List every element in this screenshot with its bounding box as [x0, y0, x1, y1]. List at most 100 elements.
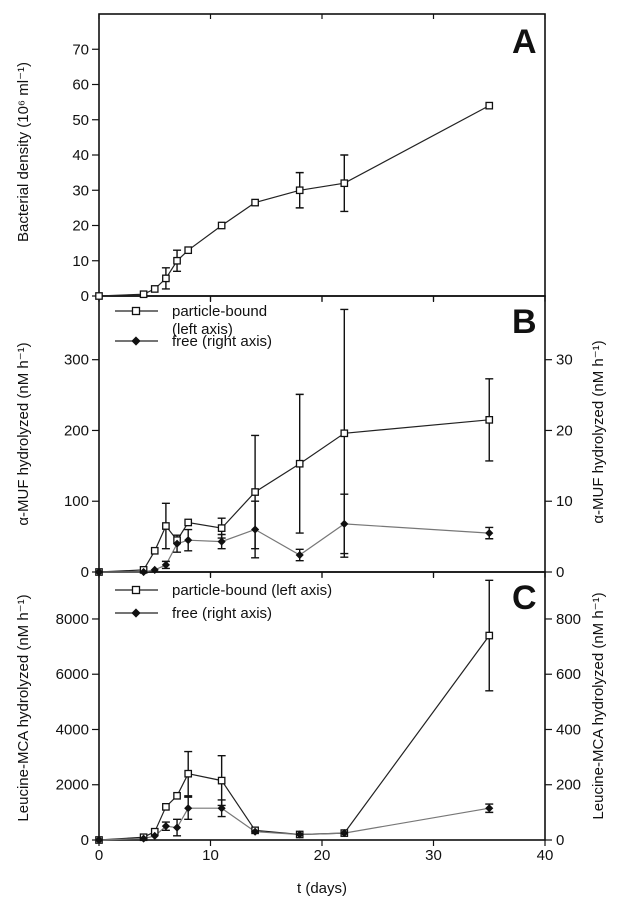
- panel-a-particle-point: [485, 101, 494, 110]
- x-tick-label: 0: [95, 847, 103, 864]
- panel-b-right-y-tick-label: 10: [556, 493, 573, 510]
- panel-b-right-y-axis-title: α-MUF hydrolyzed (nM h⁻¹): [590, 340, 607, 523]
- panel-c-particle-point: [162, 802, 170, 811]
- panel-c-particle-point: [173, 791, 181, 800]
- panel-letter-a: A: [512, 23, 537, 61]
- panel-a-frame: [98, 13, 546, 297]
- panel-b-right-y-tick-label: 20: [556, 422, 573, 439]
- x-tick-label: 30: [425, 847, 442, 864]
- panel-c-right-y-tick-label: 800: [556, 611, 581, 628]
- panel-b-particle-point: [340, 429, 349, 438]
- panel-a-y-tick-label: 10: [72, 253, 89, 270]
- x-tick-label: 10: [202, 847, 219, 864]
- panel-c-y-tick-label: 8000: [56, 611, 89, 628]
- panel-c-free-point: [94, 835, 104, 845]
- panel-a-particle-point: [150, 285, 159, 293]
- legend-b-particle-marker: [131, 306, 141, 316]
- panel-b-right-y-tick-label: 0: [556, 564, 564, 581]
- panel-c-y-tick-label: 4000: [56, 721, 89, 738]
- panel-c-y-tick-label: 6000: [56, 666, 89, 683]
- panel-a-particle-point: [173, 256, 181, 265]
- panel-a-y-tick-label: 40: [72, 147, 89, 164]
- legend-b-free-marker: [131, 336, 141, 346]
- tick-labels: 0102030405060700100200300010203002000400…: [56, 41, 581, 864]
- panel-c-right-y-tick-label: 200: [556, 777, 581, 794]
- panel-b-particle-point: [295, 459, 304, 468]
- panel-b-free-point: [150, 565, 159, 574]
- panel-a-y-tick-label: 30: [72, 182, 89, 199]
- panel-frames: [98, 13, 546, 841]
- panel-c-right-y-axis-title: Leucine-MCA hydrolyzed (nM h⁻¹): [590, 592, 607, 819]
- panel-a-particle-point: [184, 246, 193, 255]
- x-tick-label: 20: [314, 847, 331, 864]
- panel-c-y-tick-label: 0: [81, 832, 89, 849]
- panel-a-particle-point: [95, 292, 103, 300]
- panel-b-particle-point: [217, 524, 226, 532]
- panel-b-free-point: [94, 567, 104, 577]
- panel-b-particle-point: [485, 415, 494, 424]
- panel-a-y-tick-label: 20: [72, 218, 89, 235]
- panel-c-right-y-tick-label: 600: [556, 666, 581, 683]
- panel-c-free-point: [161, 822, 170, 831]
- panel-a-particle-point: [251, 198, 259, 207]
- panel-c-y-axis-title: Leucine-MCA hydrolyzed (nM h⁻¹): [15, 594, 32, 821]
- panel-c-free-point: [139, 834, 148, 843]
- panel-a-particle-point: [295, 186, 304, 195]
- legend-panel-c: particle-bound (left axis) free (right a…: [115, 582, 332, 622]
- panel-a-y-tick-label: 70: [72, 41, 89, 58]
- panel-a-particle-line: [98, 105, 490, 297]
- legend-c-particle-marker: [131, 585, 141, 595]
- panel-b-free-point: [340, 519, 349, 528]
- panel-c-frame: [98, 571, 546, 841]
- panel-c-right-y-tick-label: 0: [556, 832, 564, 849]
- panel-b-particle-point: [150, 546, 159, 555]
- panel-c-free-point: [172, 823, 182, 832]
- panel-letter-b: B: [512, 303, 537, 341]
- panel-a-y-tick-label: 60: [72, 77, 89, 94]
- x-axis-title: t (days): [297, 880, 347, 897]
- data-markers: [94, 101, 494, 845]
- panel-c-free-point: [251, 827, 260, 836]
- panel-c-particle-line: [98, 635, 490, 841]
- panel-b-y-tick-label: 100: [64, 493, 89, 510]
- panel-b-right-y-tick-label: 30: [556, 352, 573, 369]
- panel-c-free-point: [184, 804, 193, 813]
- panel-b-free-point: [184, 536, 193, 545]
- legend-c-free-marker: [131, 608, 141, 618]
- panel-b-free-point: [172, 539, 182, 548]
- axis-ticks: [92, 14, 552, 846]
- panel-b-free-point: [295, 550, 304, 560]
- legend-b-particle-label: particle-bound: [172, 303, 267, 320]
- panel-c-free-point: [150, 831, 159, 840]
- legend-b-free-label: free (right axis): [172, 333, 272, 350]
- legend-c-particle-label: particle-bound (left axis): [172, 582, 332, 599]
- panel-c-free-point: [485, 804, 494, 813]
- panel-b-free-point: [139, 567, 148, 577]
- panel-c-right-y-tick-label: 400: [556, 721, 581, 738]
- legend-b-particle-label-cont: (left axis): [172, 321, 233, 338]
- panel-b-y-tick-label: 200: [64, 422, 89, 439]
- panel-a-particle-point: [340, 179, 349, 188]
- series-lines: [98, 105, 490, 841]
- panel-a-particle-point: [139, 290, 148, 299]
- panel-b-particle-point: [184, 518, 193, 527]
- panel-c-particle-point: [485, 631, 494, 640]
- error-bars: [161, 154, 494, 837]
- panel-c-free-point: [217, 804, 226, 813]
- panel-c-y-tick-label: 2000: [56, 777, 89, 794]
- panel-letter-c: C: [512, 579, 537, 617]
- legend-c-free-label: free (right axis): [172, 605, 272, 622]
- panel-c-free-point: [340, 829, 349, 838]
- panel-a-y-axis-title: Bacterial density (10⁶ ml⁻¹): [15, 62, 32, 242]
- panel-b-y-axis-title: α-MUF hydrolyzed (nM h⁻¹): [15, 342, 32, 525]
- panel-b-y-tick-label: 300: [64, 352, 89, 369]
- panel-a-particle-point: [162, 274, 170, 283]
- panel-a-y-tick-label: 0: [81, 288, 89, 305]
- panel-b-free-point: [161, 560, 170, 569]
- panel-b-y-tick-label: 0: [81, 564, 89, 581]
- panel-c-free-point: [295, 830, 304, 839]
- panel-c-particle-point: [217, 776, 226, 785]
- panel-b-free-point: [251, 525, 260, 534]
- legend-panel-b: particle-bound (left axis) free (right a…: [115, 303, 272, 350]
